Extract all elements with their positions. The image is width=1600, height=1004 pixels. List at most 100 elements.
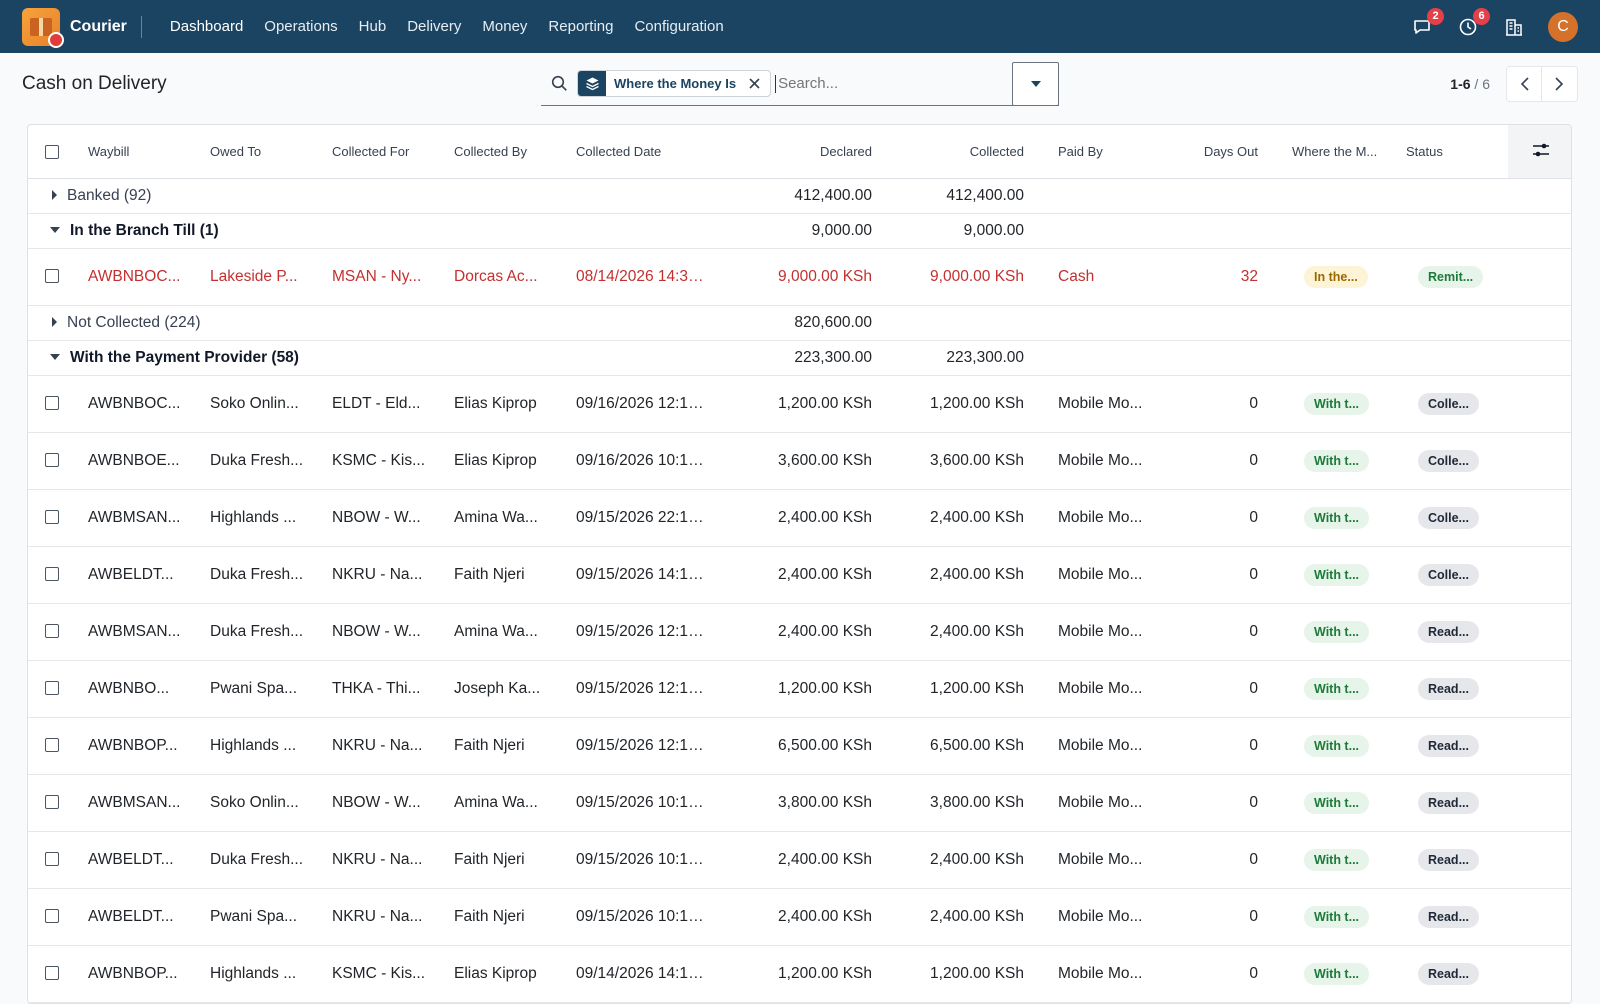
cell-collected: 2,400.00 KSh (880, 489, 1032, 547)
row-checkbox[interactable] (28, 489, 80, 547)
cell-days-out: 0 (1152, 603, 1266, 661)
where-badge: With t... (1304, 563, 1370, 586)
row-checkbox[interactable] (28, 660, 80, 718)
pager-next-button[interactable] (1542, 66, 1578, 102)
search-icon[interactable] (545, 75, 573, 92)
table-row[interactable]: AWBNBOC... Lakeside P... MSAN - Ny... Dorca… (28, 248, 1571, 306)
user-avatar[interactable]: C (1548, 11, 1578, 42)
row-checkbox[interactable] (28, 375, 80, 433)
table-row[interactable]: AWBNBOP... Highlands ... NKRU - Na... Faith… (28, 717, 1571, 775)
search-input[interactable] (775, 74, 1059, 93)
table-row[interactable]: AWBMSAN... Soko Onlin... NBOW - W... Amina … (28, 774, 1571, 832)
cell-collected-by: Amina Wa... (446, 603, 568, 661)
row-checkbox[interactable] (28, 945, 80, 1003)
remove-facet-close-icon[interactable] (744, 78, 764, 89)
group-row-filler (1032, 305, 1571, 341)
status-badge: Read... (1418, 677, 1479, 700)
chevron-left-icon (1520, 77, 1529, 91)
search-options-toggle[interactable] (1012, 62, 1059, 106)
row-filler (1508, 831, 1571, 889)
app-name[interactable]: Courier (70, 17, 127, 35)
cell-declared: 6,500.00 KSh (720, 717, 880, 775)
row-checkbox[interactable] (28, 888, 80, 946)
table-row[interactable]: AWBELDT... Duka Fresh... NKRU - Na... Faith… (28, 831, 1571, 889)
caret-right-icon (52, 190, 57, 201)
status-badge: Read... (1418, 734, 1479, 757)
col-collected-date[interactable]: Collected Date (568, 125, 720, 179)
group-row[interactable]: With the Payment Provider (58) 223,300.00… (28, 340, 1571, 376)
cell-collected-for: THKA - Thi... (324, 660, 446, 718)
company-switcher-button[interactable] (1502, 15, 1526, 39)
group-row[interactable]: Not Collected (224) 820,600.00 (28, 305, 1571, 341)
cell-paid-by: Mobile Mo... (1032, 831, 1152, 889)
table-row[interactable]: AWBMSAN... Duka Fresh... NBOW - W... Amina … (28, 603, 1571, 661)
row-checkbox[interactable] (28, 717, 80, 775)
table-row[interactable]: AWBELDT... Pwani Spa... NKRU - Na... Faith … (28, 888, 1571, 946)
row-checkbox[interactable] (28, 432, 80, 490)
row-checkbox[interactable] (28, 603, 80, 661)
table-row[interactable]: AWBMSAN... Highlands ... NBOW - W... Amina … (28, 489, 1571, 547)
menu-reporting[interactable]: Reporting (548, 18, 614, 35)
cell-declared: 2,400.00 KSh (720, 603, 880, 661)
cell-declared: 2,400.00 KSh (720, 546, 880, 604)
messages-button[interactable]: 2 (1410, 7, 1444, 39)
col-status[interactable]: Status (1388, 125, 1508, 179)
col-collected-by[interactable]: Collected By (446, 125, 568, 179)
col-declared[interactable]: Declared (720, 125, 880, 179)
col-days-out[interactable]: Days Out (1152, 125, 1266, 179)
menu-money[interactable]: Money (482, 18, 528, 35)
cell-days-out: 0 (1152, 375, 1266, 433)
menu-delivery[interactable]: Delivery (407, 18, 462, 35)
pager-previous-button[interactable] (1506, 66, 1542, 102)
menu-dashboard[interactable]: Dashboard (169, 18, 244, 35)
row-checkbox[interactable] (28, 774, 80, 832)
table-row[interactable]: AWBNBO... Pwani Spa... THKA - Thi... Joseph… (28, 660, 1571, 718)
pager-value[interactable]: 1-6 / 6 (1450, 76, 1490, 92)
cell-paid-by: Mobile Mo... (1032, 375, 1152, 433)
table-row[interactable]: AWBNBOE... Duka Fresh... KSMC - Kis... Elia… (28, 432, 1571, 490)
menu-operations[interactable]: Operations (264, 18, 338, 35)
group-header[interactable]: Not Collected (224) (28, 305, 720, 341)
group-row[interactable]: Banked (92) 412,400.00 412,400.00 (28, 178, 1571, 214)
cell-declared: 2,400.00 KSh (720, 831, 880, 889)
row-checkbox[interactable] (28, 546, 80, 604)
col-owed-to[interactable]: Owed To (202, 125, 324, 179)
where-badge: In the... (1304, 265, 1368, 288)
activities-button[interactable]: 6 (1456, 7, 1490, 39)
cell-where-the-money: With t... (1266, 660, 1388, 718)
cell-days-out: 0 (1152, 831, 1266, 889)
col-paid-by[interactable]: Paid By (1032, 125, 1152, 179)
optional-columns-toggle[interactable] (1508, 125, 1571, 179)
cell-collected-by: Elias Kiprop (446, 432, 568, 490)
status-badge: Remit... (1418, 265, 1484, 288)
cell-days-out: 0 (1152, 546, 1266, 604)
messages-count-badge: 2 (1427, 7, 1444, 25)
table-row[interactable]: AWBNBOP... Highlands ... KSMC - Kis... Elia… (28, 945, 1571, 1003)
row-checkbox[interactable] (28, 831, 80, 889)
group-header[interactable]: Banked (92) (28, 178, 720, 214)
app-logo-icon[interactable] (22, 7, 64, 48)
cell-where-the-money: With t... (1266, 489, 1388, 547)
menu-hub[interactable]: Hub (358, 18, 387, 35)
search-bar: Where the Money Is (541, 62, 1059, 106)
menu-configuration[interactable]: Configuration (634, 18, 724, 35)
cell-owed-to: Soko Onlin... (202, 774, 324, 832)
cell-collected-by: Faith Njeri (446, 888, 568, 946)
status-badge: Colle... (1418, 506, 1479, 529)
col-collected-for[interactable]: Collected For (324, 125, 446, 179)
group-header[interactable]: In the Branch Till (1) (28, 213, 720, 249)
row-checkbox[interactable] (28, 248, 80, 306)
col-collected[interactable]: Collected (880, 125, 1032, 179)
select-all-checkbox[interactable] (28, 125, 80, 179)
cell-collected-for: KSMC - Kis... (324, 945, 446, 1003)
cell-where-the-money: With t... (1266, 774, 1388, 832)
table-row[interactable]: AWBELDT... Duka Fresh... NKRU - Na... Faith… (28, 546, 1571, 604)
table-row[interactable]: AWBNBOC... Soko Onlin... ELDT - Eld... Elia… (28, 375, 1571, 433)
group-row[interactable]: In the Branch Till (1) 9,000.00 9,000.00 (28, 213, 1571, 249)
list-view: Waybill Owed To Collected For Collected … (27, 124, 1572, 1004)
group-header[interactable]: With the Payment Provider (58) (28, 340, 720, 376)
col-waybill[interactable]: Waybill (80, 125, 202, 179)
col-where-the-money[interactable]: Where the M... (1266, 125, 1388, 179)
cell-collected-date: 09/15/2026 12:15:08 (568, 717, 720, 775)
cell-waybill: AWBELDT... (80, 888, 202, 946)
